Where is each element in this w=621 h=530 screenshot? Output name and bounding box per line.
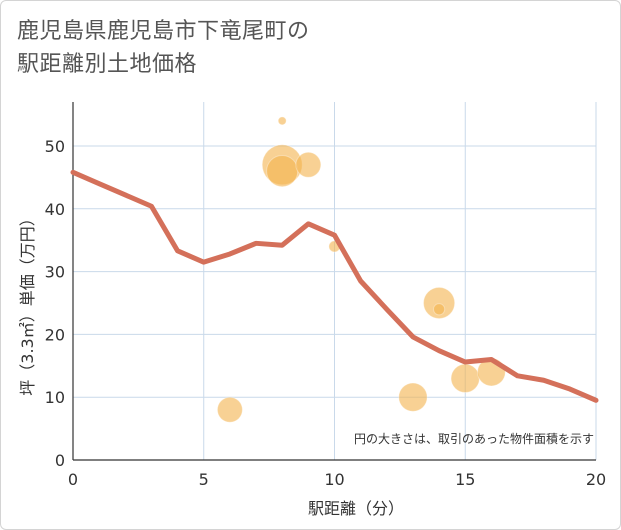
average-price-line [70,169,599,403]
y-tick-label: 40 [45,200,65,219]
chart-title-line1: 鹿児島県鹿児島市下竜尾町の [17,19,310,44]
y-tick-label: 0 [55,451,65,470]
scatter-point [398,382,428,412]
scatter-point [266,154,299,188]
size-legend-note: 円の大きさは、取引のあった物件面積を示す [354,431,594,446]
chart-title-line2: 駅距離別土地価格 [17,52,198,77]
x-tick-label: 10 [324,470,344,489]
y-axis-label: 坪（3.3㎡）単価（万円） [18,210,37,395]
y-tick-label: 30 [45,263,65,282]
y-tick-label: 20 [45,325,65,344]
scatter-point [216,396,243,423]
grid-lines [73,102,597,460]
x-tick-label: 5 [199,470,209,489]
scatter-point [422,286,456,320]
x-tick-label: 20 [586,470,606,489]
tick-labels: 0 5 10 15 20 0 10 20 30 40 50 [45,137,607,489]
x-tick-label: 15 [455,470,475,489]
scatter-point [433,303,446,316]
scatter-points [216,116,506,423]
chart-title: 鹿児島県鹿児島市下竜尾町の 駅距離別土地価格 [17,15,310,81]
y-tick-label: 10 [45,388,65,407]
average-line [70,169,599,403]
x-tick-label: 0 [68,470,78,489]
axes [72,102,596,461]
x-axis-label: 駅距離（分） [308,499,404,518]
scatter-point [295,151,322,178]
y-tick-label: 50 [45,137,65,156]
scatter-point [450,363,480,394]
scatter-point [277,116,287,126]
